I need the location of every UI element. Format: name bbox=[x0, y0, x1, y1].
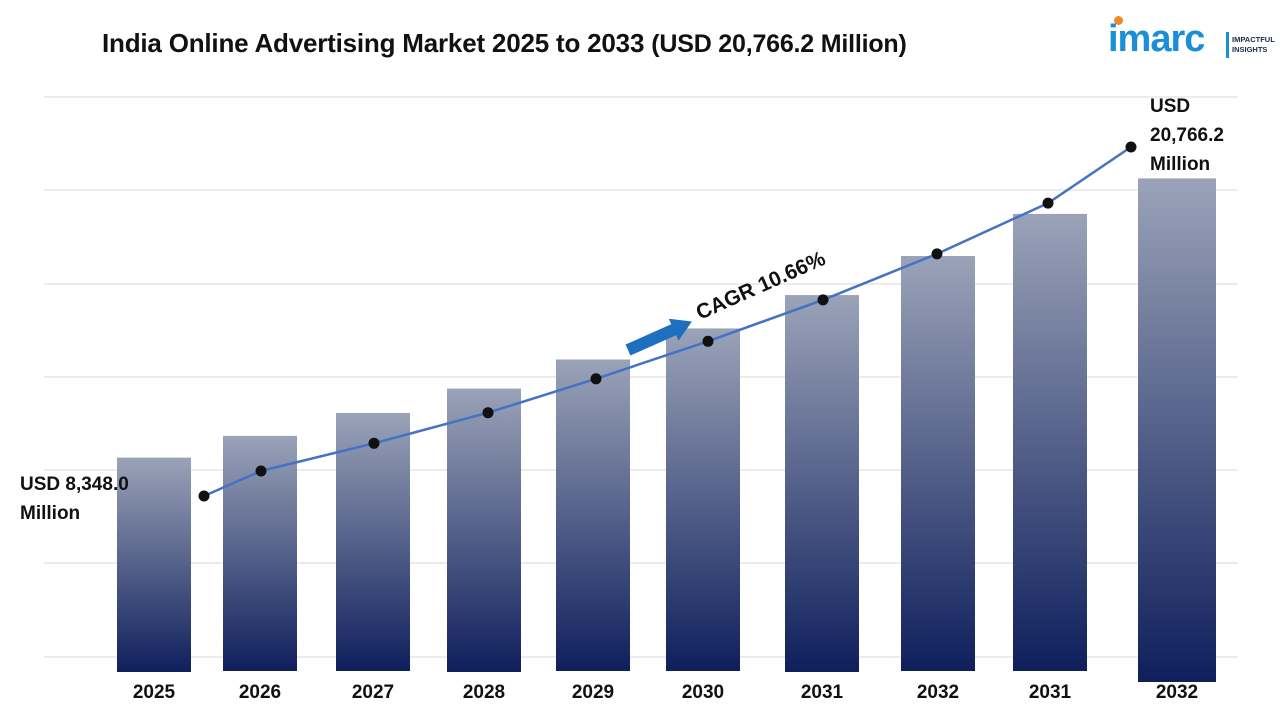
x-tick-label: 2032 bbox=[917, 682, 959, 703]
x-axis-labels: 2025 2026 2027 2028 2029 2030 2031 2032 2031 2032 bbox=[133, 682, 1198, 703]
logo-divider bbox=[1226, 32, 1229, 58]
cagr-arrow-icon bbox=[625, 318, 692, 356]
bar-2025-0 bbox=[117, 457, 191, 672]
imarc-logo: imarc IMPACTFUL INSIGHTS bbox=[1108, 16, 1278, 64]
x-tick-label: 2031 bbox=[801, 682, 844, 703]
x-tick-label: 2028 bbox=[463, 682, 505, 703]
bar-2032-9 bbox=[1138, 178, 1216, 682]
last-value-label: USD 20,766.2 Million bbox=[1150, 92, 1224, 179]
logo-tagline-line1: IMPACTFUL bbox=[1232, 35, 1275, 44]
last-value-line3: Million bbox=[1150, 154, 1211, 175]
trend-marker bbox=[931, 248, 943, 260]
x-tick-label: 2026 bbox=[239, 682, 281, 703]
logo-wordmark: imarc bbox=[1108, 18, 1205, 60]
x-tick-label: 2030 bbox=[682, 682, 724, 703]
logo-tagline: IMPACTFUL INSIGHTS bbox=[1232, 35, 1275, 55]
x-tick-label: 2027 bbox=[352, 682, 394, 703]
bar-2027-2 bbox=[336, 412, 410, 671]
bar-2031-8 bbox=[1013, 213, 1087, 672]
trend-marker bbox=[590, 373, 602, 385]
last-value-line1: USD bbox=[1150, 96, 1191, 117]
chart-title-value: (USD 20,766.2 Million) bbox=[651, 30, 907, 58]
trend-marker bbox=[255, 465, 267, 477]
x-tick-label: 2025 bbox=[133, 682, 176, 703]
logo-tagline-line2: INSIGHTS bbox=[1232, 45, 1268, 54]
first-value-label: USD 8,348.0 Million bbox=[20, 470, 129, 528]
bar-2029-4 bbox=[556, 359, 630, 671]
bar-2030-5 bbox=[666, 328, 740, 671]
bar-2032-7 bbox=[901, 256, 975, 671]
bar-2028-3 bbox=[447, 388, 521, 672]
bar-2031-6 bbox=[785, 295, 859, 672]
chart-title: India Online Advertising Market 2025 to … bbox=[102, 28, 907, 59]
bars bbox=[117, 178, 1216, 682]
first-value-line1: USD 8,348.0 bbox=[20, 474, 129, 495]
x-tick-label: 2029 bbox=[572, 682, 614, 703]
trend-marker bbox=[482, 407, 494, 419]
trend-marker bbox=[702, 335, 714, 347]
trend-line bbox=[203, 145, 1132, 498]
last-value-line2: 20,766.2 bbox=[1150, 125, 1224, 146]
trend-marker bbox=[1042, 197, 1054, 209]
x-tick-label: 2031 bbox=[1029, 682, 1072, 703]
trend-marker bbox=[817, 294, 829, 306]
x-tick-label: 2032 bbox=[1156, 682, 1198, 703]
trend-marker bbox=[1125, 141, 1137, 153]
chart-title-main: India Online Advertising Market 2025 to … bbox=[102, 28, 645, 58]
trend-markers bbox=[198, 141, 1137, 502]
logo-dot-icon bbox=[1114, 16, 1123, 25]
trend-marker bbox=[198, 490, 210, 502]
first-value-line2: Million bbox=[20, 503, 81, 524]
trend-marker bbox=[368, 437, 380, 449]
